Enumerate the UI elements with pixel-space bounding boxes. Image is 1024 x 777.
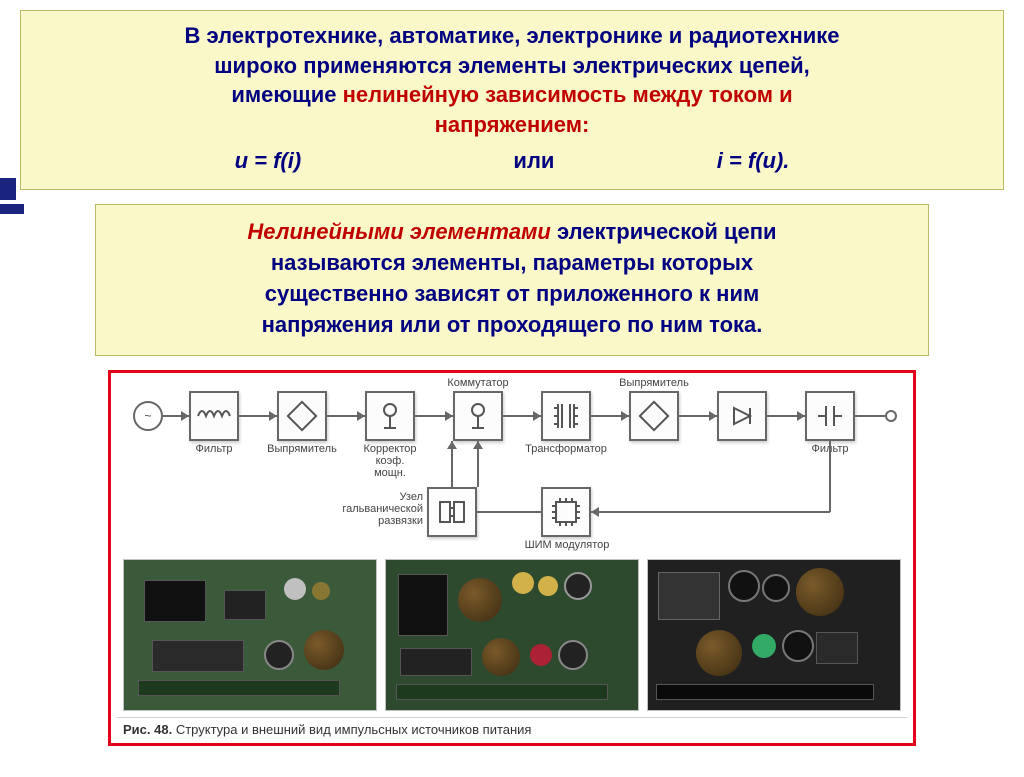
intro-line4: напряжением: bbox=[435, 112, 590, 137]
intro-line3-red: нелинейную зависимость между током и bbox=[343, 82, 793, 107]
block-фильтр bbox=[805, 391, 855, 441]
block-stage bbox=[717, 391, 767, 441]
formulas: u = f(i) или i = f(u). bbox=[49, 146, 975, 176]
intro-line3a: имеющие bbox=[231, 82, 342, 107]
figure-caption: Рис. 48. Структура и внешний вид импульс… bbox=[117, 717, 907, 739]
block-фильтр bbox=[189, 391, 239, 441]
block-выпрямитель bbox=[277, 391, 327, 441]
formula-1: u = f(i) bbox=[235, 148, 302, 173]
block-label: Выпрямитель bbox=[605, 377, 703, 389]
decor-stripe-2 bbox=[0, 204, 24, 214]
formula-or: или bbox=[513, 148, 554, 173]
pcb-photo-1 bbox=[123, 559, 377, 711]
block-корректор-коэф-мощн- bbox=[365, 391, 415, 441]
intro-box: В электротехнике, автоматике, электроник… bbox=[20, 10, 1004, 190]
block-diagram: ~ФильтрВыпрямительКорректоркоэф.мощн.Ком… bbox=[117, 379, 911, 555]
def-t3: существенно зависят от приложенного к ни… bbox=[265, 281, 760, 306]
formula-2: i = f(u). bbox=[717, 148, 790, 173]
block-label: Фильтр bbox=[167, 443, 261, 455]
intro-line2: широко применяются элементы электрически… bbox=[214, 53, 810, 78]
caption-text: Структура и внешний вид импульсных источ… bbox=[176, 722, 532, 737]
block-label: ШИМ модулятор bbox=[517, 539, 617, 551]
figure-48: ~ФильтрВыпрямительКорректоркоэф.мощн.Ком… bbox=[108, 370, 916, 746]
definition-box: Нелинейными элементами электрической цеп… bbox=[95, 204, 929, 355]
def-t1: электрической цепи bbox=[557, 219, 777, 244]
def-t4: напряжения или от проходящего по ним ток… bbox=[262, 312, 763, 337]
caption-prefix: Рис. 48. bbox=[123, 722, 176, 737]
block-коммутатор bbox=[453, 391, 503, 441]
decor-stripe bbox=[0, 178, 16, 200]
ac-source-icon: ~ bbox=[133, 401, 163, 431]
block-выпрямитель bbox=[629, 391, 679, 441]
intro-line1: В электротехнике, автоматике, электроник… bbox=[184, 23, 839, 48]
block-label: Выпрямитель bbox=[255, 443, 349, 455]
block-label: Трансформатор bbox=[519, 443, 613, 455]
pcb-photo-3 bbox=[647, 559, 901, 711]
def-t2: называются элементы, параметры которых bbox=[271, 250, 753, 275]
block-label: Коммутатор bbox=[429, 377, 527, 389]
block-трансформатор bbox=[541, 391, 591, 441]
pcb-photo-2 bbox=[385, 559, 639, 711]
block-label: Корректоркоэф.мощн. bbox=[343, 443, 437, 479]
block-label: Узелгальваническойразвязки bbox=[317, 491, 423, 527]
block-узел-гальванической-развязки bbox=[427, 487, 477, 537]
block-шим-модулятор bbox=[541, 487, 591, 537]
def-emph: Нелинейными элементами bbox=[247, 219, 557, 244]
pcb-photos bbox=[117, 555, 907, 717]
